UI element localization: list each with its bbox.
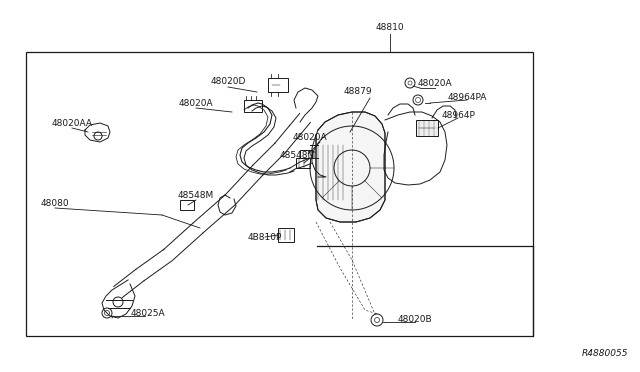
Text: 4B810P: 4B810P: [248, 232, 282, 241]
Bar: [268, 78, 288, 92]
Text: 48810: 48810: [376, 23, 404, 32]
Bar: [26, 52, 533, 336]
Text: 48080: 48080: [41, 199, 69, 208]
Text: 48025A: 48025A: [131, 308, 165, 317]
Text: 48020A: 48020A: [292, 134, 327, 142]
Text: 48879: 48879: [344, 87, 372, 96]
Text: 48020AA: 48020AA: [51, 119, 93, 128]
Bar: [244, 100, 262, 112]
Text: 48964PA: 48964PA: [447, 93, 486, 102]
Text: 48020A: 48020A: [418, 78, 452, 87]
Bar: [296, 158, 310, 168]
Bar: [278, 228, 294, 242]
Bar: [416, 120, 438, 136]
Text: 48020D: 48020D: [211, 77, 246, 87]
Text: 48548M: 48548M: [178, 190, 214, 199]
Polygon shape: [316, 112, 385, 222]
Bar: [300, 150, 312, 158]
Text: 48020B: 48020B: [397, 314, 432, 324]
Text: 48020A: 48020A: [179, 99, 213, 109]
Text: 48548M: 48548M: [280, 151, 316, 160]
Bar: [180, 200, 194, 210]
Text: 48964P: 48964P: [441, 110, 475, 119]
Text: R4880055: R4880055: [582, 349, 628, 358]
